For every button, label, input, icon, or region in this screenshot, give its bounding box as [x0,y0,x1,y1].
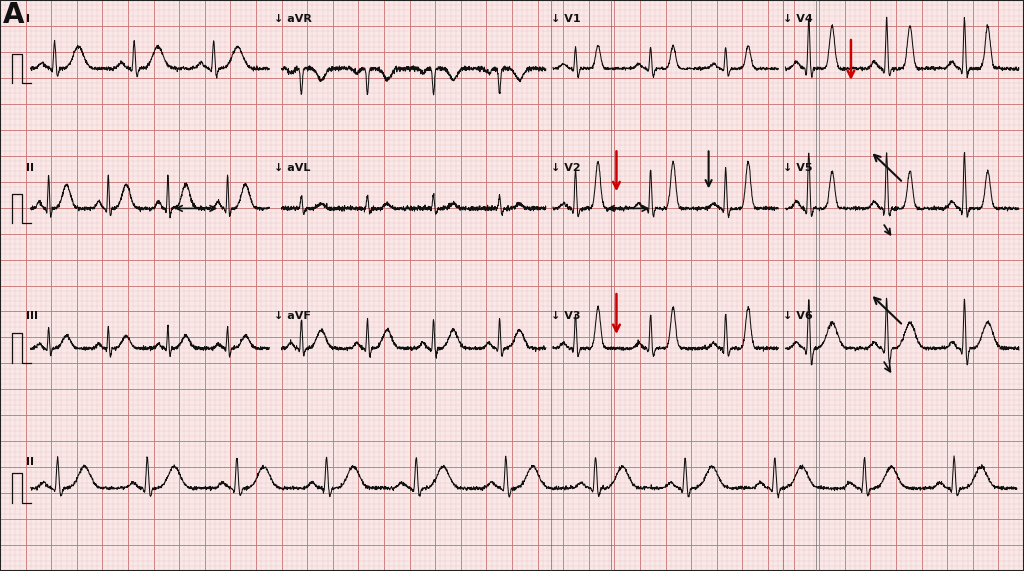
Text: ↓ V5: ↓ V5 [783,163,813,173]
Text: ↓ V6: ↓ V6 [783,311,813,321]
Text: ↓ V2: ↓ V2 [551,163,581,173]
Text: I: I [26,14,30,25]
Text: II: II [26,163,34,173]
Text: ↓ aVL: ↓ aVL [274,163,311,173]
Text: ↓ V4: ↓ V4 [783,14,813,25]
Text: A: A [3,1,25,29]
Text: ↓ V3: ↓ V3 [551,311,581,321]
Text: ↓ aVR: ↓ aVR [274,14,312,25]
Text: II: II [26,457,34,467]
Text: ↓ V1: ↓ V1 [551,14,581,25]
Text: ↓ aVF: ↓ aVF [274,311,311,321]
Text: III: III [26,311,38,321]
